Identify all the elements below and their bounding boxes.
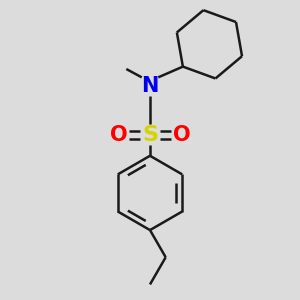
Text: N: N <box>141 76 159 96</box>
Text: O: O <box>172 125 190 145</box>
Text: O: O <box>110 125 128 145</box>
Text: S: S <box>142 125 158 145</box>
